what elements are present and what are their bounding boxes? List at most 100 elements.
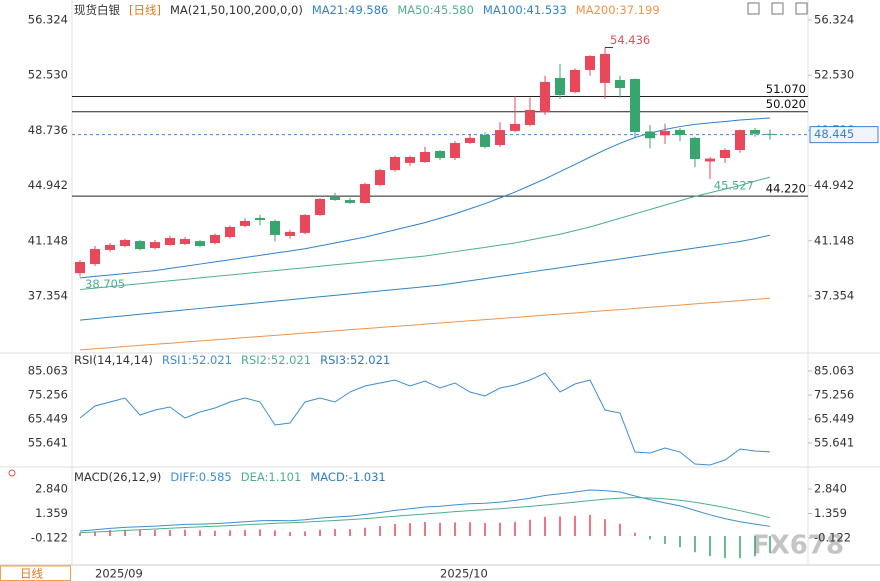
icon[interactable] — [747, 2, 760, 15]
legend-entry: MA21:49.586 — [311, 3, 389, 17]
y-tick-label: 1.359 — [35, 506, 68, 520]
legend-entry: RSI3:52.021 — [320, 353, 391, 367]
y-tick-label: 41.148 — [28, 233, 68, 247]
period-label: [日线] — [129, 3, 161, 17]
macd-bar — [439, 522, 441, 536]
candle-body — [330, 196, 340, 201]
macd-bar — [589, 514, 591, 536]
candle-body — [645, 131, 655, 139]
indicator-label: MA(21,50,100,200,0,0) — [169, 3, 303, 17]
instrument-title: 现货白银 — [74, 3, 120, 17]
macd-bar — [619, 523, 621, 536]
macd-bar — [649, 535, 651, 540]
low-label: 38.705 — [85, 277, 125, 291]
candle-body — [585, 55, 595, 70]
candle-body — [90, 249, 100, 265]
level-label: 44.220 — [766, 182, 806, 196]
candle-body — [765, 133, 775, 135]
macd-bar — [124, 529, 126, 536]
y-tick-label-right: -0.122 — [814, 531, 851, 545]
macd-bar — [199, 530, 201, 536]
candle-body — [270, 220, 280, 235]
rsi-header: RSI(14,14,14) RSI1:52.021 RSI2:52.021 RSI3… — [74, 353, 390, 367]
macd-bar — [214, 530, 216, 536]
y-tick-label: 85.063 — [28, 364, 68, 378]
macd-bar — [574, 515, 576, 536]
candle-body — [450, 143, 460, 158]
macd-bar — [709, 535, 711, 557]
candle-body — [345, 200, 355, 203]
macd-bar — [349, 529, 351, 536]
candle-body — [255, 217, 265, 220]
candle-body — [750, 130, 760, 134]
y-tick-label-right: 1.359 — [814, 506, 847, 520]
y-tick-label: 2.840 — [35, 482, 68, 496]
macd-bar — [544, 516, 546, 536]
icon[interactable] — [771, 2, 784, 15]
y-tick-label-right: 44.942 — [814, 178, 854, 192]
y-tick-label-right: 65.449 — [814, 412, 854, 426]
candle-body — [615, 80, 625, 89]
macd-bar — [529, 519, 531, 536]
macd-bar — [139, 530, 141, 536]
macd-bar — [274, 530, 276, 536]
candle-body — [660, 130, 670, 136]
legend-entry: MA200:37.199 — [575, 3, 660, 17]
y-tick-label: 48.736 — [28, 123, 68, 137]
macd-header: MACD(26,12,9) DIFF:0.585 DEA:1.101 MACD:-1… — [74, 470, 386, 484]
candle-body — [435, 151, 445, 158]
candle-body — [150, 242, 160, 249]
macd-bar — [109, 530, 111, 536]
candle-body — [120, 240, 130, 247]
candle-body — [555, 77, 565, 95]
candle-body — [360, 184, 370, 203]
candle-body — [315, 199, 325, 216]
candle-body — [300, 215, 310, 233]
candle-body — [735, 130, 745, 150]
period-tab-label[interactable]: 日线 — [20, 567, 43, 581]
main-header: 现货白银 [日线] MA(21,50,100,200,0,0) MA21:49.… — [74, 2, 660, 18]
legend-entry: RSI2:52.021 — [241, 353, 312, 367]
candle-body — [540, 82, 550, 113]
y-tick-label: 52.530 — [28, 68, 68, 82]
macd-bar — [424, 522, 426, 536]
candle-body — [240, 220, 250, 226]
level-label: 51.070 — [766, 82, 806, 96]
candle-body — [165, 238, 175, 245]
macd-bar — [304, 531, 306, 536]
y-tick-label: 75.256 — [28, 388, 68, 402]
candle-body — [525, 109, 535, 125]
macd-title: MACD(26,12,9) — [74, 470, 162, 484]
settings-icon[interactable] — [8, 469, 16, 477]
legend-entry: MA100:41.533 — [482, 3, 567, 17]
legend-entry: MA50:45.580 — [397, 3, 474, 17]
macd-bar — [409, 523, 411, 536]
y-tick-label: 37.354 — [28, 289, 68, 303]
macd-bar — [319, 529, 321, 536]
macd-bar — [364, 527, 366, 536]
y-tick-label-right: 85.063 — [814, 364, 854, 378]
y-tick-label-right: 52.530 — [814, 68, 854, 82]
line — [79, 234, 771, 321]
y-tick-label-right: 2.840 — [814, 482, 847, 496]
y-tick-label: 44.942 — [28, 178, 68, 192]
candle-body — [675, 129, 685, 135]
candle-body — [420, 152, 430, 163]
candle-body — [375, 170, 385, 186]
macd-bar — [514, 521, 516, 536]
candle-body — [105, 244, 115, 250]
candle-body — [570, 69, 580, 93]
macd-bar — [469, 522, 471, 536]
x-tick-label: 2025/10 — [440, 567, 488, 581]
macd-bar — [499, 522, 501, 536]
macd-bar — [169, 530, 171, 536]
candle-body — [690, 137, 700, 160]
y-tick-label-right: 75.256 — [814, 388, 854, 402]
line — [79, 489, 771, 532]
icon[interactable] — [795, 2, 808, 15]
last-price-label: 48.445 — [814, 127, 854, 141]
candle-body — [465, 137, 475, 144]
y-tick-label-right: 56.324 — [814, 12, 854, 26]
macd-bar — [184, 529, 186, 536]
macd-bar — [634, 532, 636, 536]
